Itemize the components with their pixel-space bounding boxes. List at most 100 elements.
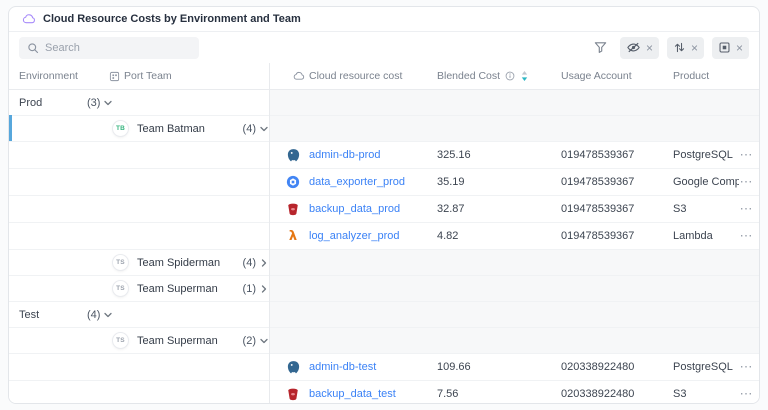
postgresql-icon	[285, 142, 301, 168]
product-value: PostgreSQL	[673, 142, 733, 168]
column-header-product[interactable]: Product	[673, 63, 709, 89]
search-placeholder: Search	[45, 42, 80, 54]
lambda-icon: λ	[285, 223, 301, 249]
resource-row[interactable]: admin-db-prod 325.16 019478539367 Postgr…	[9, 142, 759, 169]
blended-cost-value: 35.19	[437, 169, 465, 195]
avatar: TB	[112, 116, 129, 141]
env-group-count[interactable]: (4)	[87, 302, 113, 327]
chevron-right-icon	[259, 284, 269, 294]
row-menu-icon[interactable]: ⋯	[737, 169, 755, 195]
usage-account-value: 019478539367	[561, 223, 634, 249]
blueprint-icon	[109, 71, 120, 82]
env-group-label: Test	[19, 302, 39, 327]
column-header-cloud-resource-cost[interactable]: Cloud resource cost	[293, 63, 402, 89]
blended-cost-value: 109.66	[437, 354, 471, 380]
cloud-icon	[293, 70, 305, 82]
usage-account-value: 019478539367	[561, 142, 634, 168]
product-value: Google Compute Engine	[673, 169, 739, 195]
team-group-row[interactable]: TS Team Spiderman (4)	[9, 250, 759, 276]
eye-off-icon	[626, 40, 641, 55]
s3-icon	[285, 381, 301, 404]
filter-funnel-icon[interactable]	[593, 40, 608, 55]
row-menu-icon[interactable]: ⋯	[737, 196, 755, 222]
row-menu-icon[interactable]: ⋯	[737, 142, 755, 168]
team-group-row[interactable]: TB Team Batman (4)	[9, 116, 759, 142]
resource-link[interactable]: admin-db-test	[309, 354, 376, 380]
resource-row[interactable]: admin-db-test 109.66 020338922480 Postgr…	[9, 354, 759, 381]
resource-link[interactable]: admin-db-prod	[309, 142, 381, 168]
resource-row[interactable]: backup_data_test 7.56 020338922480 S3 ⋯	[9, 381, 759, 404]
blended-cost-value: 7.56	[437, 381, 458, 404]
team-count[interactable]: (4)	[213, 250, 269, 275]
resource-link[interactable]: backup_data_prod	[309, 196, 400, 222]
clear-sort-icon[interactable]: ×	[691, 42, 698, 54]
product-value: Lambda	[673, 223, 713, 249]
avatar: TS	[112, 250, 129, 275]
column-header-usage-account[interactable]: Usage Account	[561, 63, 632, 89]
env-group-count[interactable]: (3)	[87, 90, 113, 115]
team-count[interactable]: (2)	[213, 328, 269, 353]
chevron-down-icon	[103, 98, 113, 108]
product-value: S3	[673, 381, 686, 404]
team-count[interactable]: (1)	[213, 276, 269, 301]
team-group-row[interactable]: TS Team Superman (1)	[9, 276, 759, 302]
clear-group-icon[interactable]: ×	[736, 42, 743, 54]
avatar: TS	[112, 276, 129, 301]
product-value: S3	[673, 196, 686, 222]
env-group-label: Prod	[19, 90, 42, 115]
usage-account-value: 020338922480	[561, 381, 634, 404]
resource-row[interactable]: data_exporter_prod 35.19 019478539367 Go…	[9, 169, 759, 196]
group-by-icon	[718, 41, 731, 54]
table-header: Environment Port Team Cloud resource cos…	[9, 63, 759, 90]
team-name: Team Superman	[137, 328, 218, 353]
resource-row[interactable]: backup_data_prod 32.87 019478539367 S3 ⋯	[9, 196, 759, 223]
cloud-icon	[22, 12, 36, 26]
info-icon[interactable]	[505, 71, 515, 81]
row-menu-icon[interactable]: ⋯	[737, 223, 755, 249]
usage-account-value: 020338922480	[561, 354, 634, 380]
widget-titlebar: Cloud Resource Costs by Environment and …	[9, 7, 759, 32]
team-group-row[interactable]: TS Team Superman (2)	[9, 328, 759, 354]
column-header-port-team[interactable]: Port Team	[109, 63, 172, 89]
postgresql-icon	[285, 354, 301, 380]
blended-cost-value: 4.82	[437, 223, 458, 249]
column-header-environment[interactable]: Environment	[19, 63, 78, 89]
team-count[interactable]: (4)	[213, 116, 269, 141]
chevron-down-icon	[103, 310, 113, 320]
team-name: Team Batman	[137, 116, 205, 141]
s3-icon	[285, 196, 301, 222]
toolbar: Search × × ×	[9, 32, 759, 63]
resource-link[interactable]: backup_data_test	[309, 381, 396, 404]
group-row-shade	[269, 250, 759, 275]
sort-arrows-icon	[673, 41, 686, 54]
section-divider	[269, 63, 270, 403]
column-header-blended-cost[interactable]: Blended Cost	[437, 63, 529, 89]
group-row-shade	[269, 328, 759, 353]
chevron-down-icon	[259, 124, 269, 134]
usage-account-value: 019478539367	[561, 196, 634, 222]
group-row-shade	[269, 90, 759, 115]
team-name: Team Spiderman	[137, 250, 220, 275]
widget-card: Cloud Resource Costs by Environment and …	[8, 6, 760, 404]
team-name: Team Superman	[137, 276, 218, 301]
env-group-row[interactable]: Prod (3)	[9, 90, 759, 116]
chevron-right-icon	[259, 258, 269, 268]
hidden-columns-chip[interactable]: ×	[620, 37, 659, 59]
clear-hidden-icon[interactable]: ×	[646, 42, 653, 54]
group-by-chip[interactable]: ×	[712, 37, 749, 59]
product-value: PostgreSQL	[673, 354, 733, 380]
resource-link[interactable]: log_analyzer_prod	[309, 223, 400, 249]
resource-row[interactable]: λ log_analyzer_prod 4.82 019478539367 La…	[9, 223, 759, 250]
search-input[interactable]: Search	[19, 37, 199, 59]
row-menu-icon[interactable]: ⋯	[737, 354, 755, 380]
chevron-down-icon	[259, 336, 269, 346]
sort-carets-icon[interactable]	[520, 70, 529, 82]
env-group-row[interactable]: Test (4)	[9, 302, 759, 328]
sort-chip[interactable]: ×	[667, 37, 704, 59]
row-menu-icon[interactable]: ⋯	[737, 381, 755, 404]
gce-icon	[285, 169, 301, 195]
resource-link[interactable]: data_exporter_prod	[309, 169, 405, 195]
avatar: TS	[112, 328, 129, 353]
table-body: Prod (3) TB Team Batman (4) admin-db-pro…	[9, 90, 759, 404]
group-row-shade	[269, 116, 759, 141]
